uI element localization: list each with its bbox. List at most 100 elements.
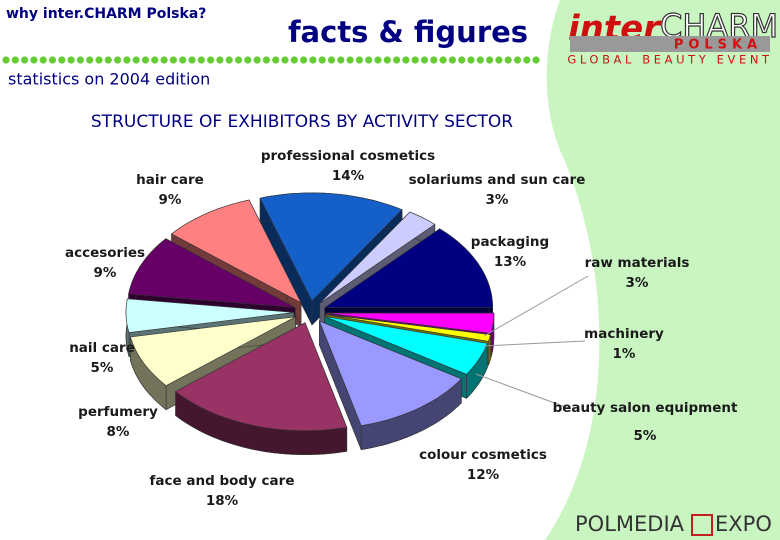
dot [30,56,38,64]
dot [495,56,503,64]
footer-icon [691,514,713,536]
value-label: 5% [634,428,657,444]
chart-title: STRUCTURE OF EXHIBITORS BY ACTIVITY SECT… [91,112,513,132]
slide-title: facts & figures [288,15,528,49]
dot [48,56,57,64]
dot [188,56,196,64]
dot [346,56,354,64]
dot [458,56,466,64]
slice [130,316,296,386]
leader-line [475,373,569,409]
value-label: 13% [494,254,527,270]
value-label: 14% [332,168,365,184]
dot [430,56,438,64]
dot [207,56,215,64]
leader-line [483,340,586,347]
green-panel [545,0,780,540]
category-label: hair care [136,172,204,188]
dot [393,56,401,64]
dot [300,56,308,64]
dot [160,56,168,64]
value-label: 9% [94,265,117,281]
dot [420,56,429,64]
dot [532,56,540,64]
slice [325,314,491,342]
slice [324,316,488,375]
logo-bar [570,36,770,52]
dot [281,56,289,64]
dot [151,56,159,64]
pie [125,192,495,455]
dot [365,56,373,64]
category-label: beauty salon equipment [553,400,738,416]
slice [128,238,296,308]
dot [132,56,140,64]
dot [86,56,94,64]
dot [383,56,391,64]
dot [439,56,447,64]
footer-right: EXPO [715,512,772,536]
slice [318,320,462,427]
dot [504,56,512,64]
slice [323,228,494,308]
note: statistics on 2004 edition [8,70,210,89]
category-label: professional cosmetics [261,148,435,164]
category-label: face and body care [150,473,295,489]
logo-country: POLSKA [674,38,762,53]
dot [290,56,298,64]
slice [175,322,348,431]
value-label: 18% [206,493,239,509]
category-label: colour cosmetics [419,447,547,463]
value-label: 3% [486,192,509,208]
dot [216,56,224,64]
dot [179,56,187,64]
dotted-rule [2,56,540,64]
category-label: solariums and sun care [409,172,586,188]
value-label: 1% [613,346,636,362]
value-label: 3% [626,275,649,291]
dot [95,56,103,64]
value-label: 12% [467,467,500,483]
value-label: 5% [91,360,114,376]
dot [337,56,345,64]
category-label: perfumery [78,404,158,420]
category-label: nail care [69,340,135,356]
dot [39,56,47,64]
dot [234,56,243,64]
dot [67,56,75,64]
dot [253,56,261,64]
dot [476,56,484,64]
dot [244,56,252,64]
dot [123,56,131,64]
dot [318,56,326,64]
slice [171,199,302,304]
kicker: why inter.CHARM Polska? [6,6,206,22]
dot [486,56,494,64]
logo-tagline: GLOBAL BEAUTY EVENT [567,53,772,67]
dot [114,56,122,64]
dot [467,56,475,64]
slice [319,211,436,304]
dot [411,56,419,64]
slice [125,298,295,333]
category-label: packaging [471,234,549,250]
dot [225,56,233,64]
category-label: accesories [65,245,145,261]
dot [523,56,531,64]
dot [141,56,150,64]
dot [513,56,522,64]
slice [259,192,403,302]
dot [448,56,456,64]
footer-left: POLMEDIA [575,512,685,536]
leader-line [483,275,589,337]
category-label: raw materials [585,255,690,271]
dot [21,56,29,64]
dot [402,56,410,64]
dot [76,56,84,64]
dot [309,56,317,64]
dot [374,56,382,64]
dot [262,56,270,64]
dot [11,56,19,64]
dot [2,56,10,64]
dot [327,56,336,64]
